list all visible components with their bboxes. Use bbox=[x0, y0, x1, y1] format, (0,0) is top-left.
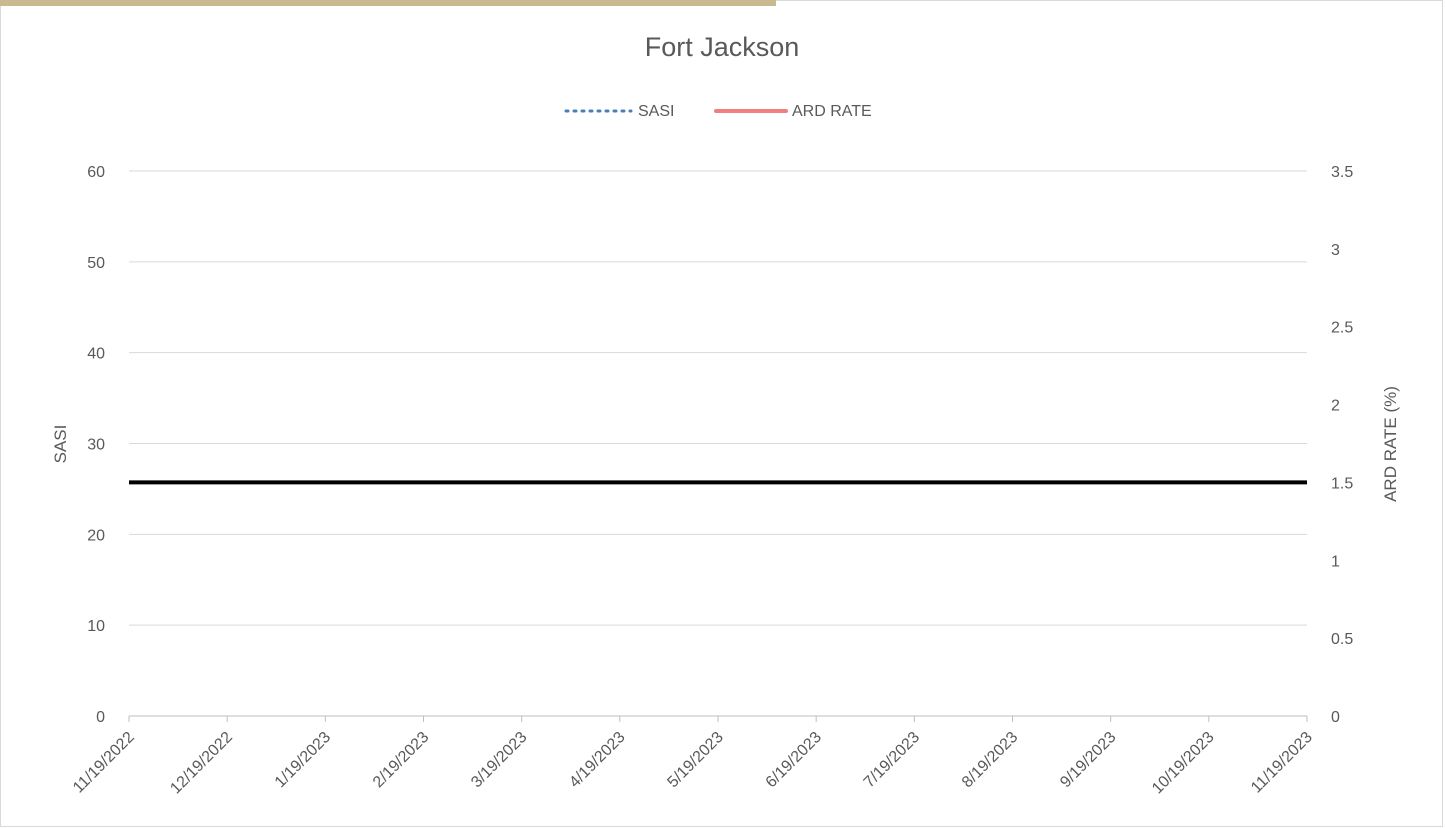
x-tick-label: 2/19/2023 bbox=[370, 729, 432, 791]
y2-axis-title: ARD RATE (%) bbox=[1381, 386, 1400, 502]
x-tick-label: 9/19/2023 bbox=[1057, 729, 1119, 791]
y-tick-label: 60 bbox=[87, 164, 105, 181]
y2-tick-label: 2 bbox=[1331, 398, 1340, 415]
y-tick-label: 40 bbox=[87, 346, 105, 363]
x-tick-label: 10/19/2023 bbox=[1149, 729, 1218, 798]
y-tick-label: 0 bbox=[96, 709, 105, 726]
x-tick-label: 4/19/2023 bbox=[566, 729, 628, 791]
y2-tick-label: 3 bbox=[1331, 242, 1340, 259]
y-tick-label: 30 bbox=[87, 437, 105, 454]
x-tick-label: 11/19/2022 bbox=[70, 729, 138, 797]
y-tick-label: 20 bbox=[87, 527, 105, 544]
legend-label-ard-rate: ARD RATE bbox=[792, 103, 872, 120]
y-axis-title: SASI bbox=[51, 425, 70, 464]
y2-tick-label: 1 bbox=[1331, 553, 1340, 570]
legend: SASI ARD RATE bbox=[564, 103, 872, 120]
x-tick-label: 6/19/2023 bbox=[763, 729, 825, 791]
y2-tick-label: 0.5 bbox=[1331, 631, 1353, 648]
y-tick-label: 50 bbox=[87, 255, 105, 272]
x-tick-label: 12/19/2022 bbox=[167, 729, 236, 798]
y2-tick-label: 3.5 bbox=[1331, 164, 1353, 181]
x-tick-label: 1/19/2023 bbox=[272, 729, 334, 791]
x-tick-label: 3/19/2023 bbox=[468, 729, 530, 791]
top-accent-bar bbox=[0, 0, 776, 6]
y2-tick-label: 2.5 bbox=[1331, 320, 1353, 337]
chart-title: Fort Jackson bbox=[645, 32, 800, 62]
y2-tick-label: 0 bbox=[1331, 709, 1340, 726]
x-tick-label: 11/19/2023 bbox=[1248, 729, 1316, 797]
y-tick-label: 10 bbox=[87, 618, 105, 635]
gridlines bbox=[129, 170, 1307, 626]
x-tick-label: 7/19/2023 bbox=[861, 729, 923, 791]
x-tick-label: 8/19/2023 bbox=[959, 729, 1021, 791]
legend-label-sasi: SASI bbox=[638, 103, 674, 120]
x-tick-label: 5/19/2023 bbox=[664, 729, 726, 791]
y2-tick-label: 1.5 bbox=[1331, 475, 1353, 492]
